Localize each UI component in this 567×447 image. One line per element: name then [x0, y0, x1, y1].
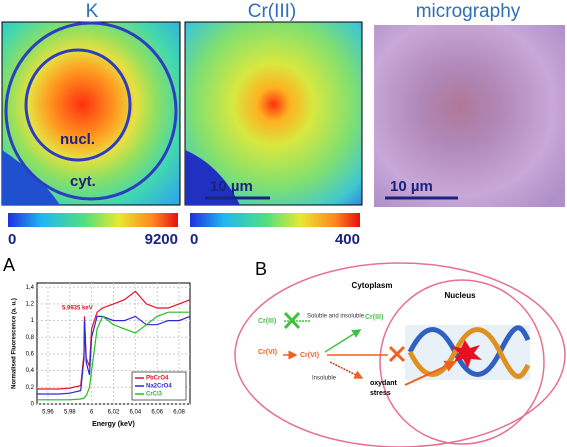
colorbar-label: 9200 [145, 231, 178, 248]
arrow [404, 360, 457, 386]
colorbar-label: 0 [190, 231, 198, 248]
x-tick-label: 6,06 [151, 410, 163, 416]
micrograph [374, 25, 565, 207]
diagram-label: stress [370, 390, 391, 397]
y-tick-label: 0 [31, 402, 35, 408]
x-tick-label: 5,98 [64, 410, 76, 416]
map-title: micrography [416, 1, 521, 22]
scale-label: 10 µm [210, 178, 253, 195]
legend-label: PbCrO4 [146, 376, 169, 382]
nucleus-outline [379, 279, 545, 445]
panel-label: B [255, 259, 267, 279]
damage [451, 340, 482, 368]
x-tick-label: 6 [90, 410, 94, 416]
series-line [37, 311, 190, 401]
y-tick-label: 1,2 [26, 301, 35, 307]
map-title: Cr(III) [248, 1, 297, 22]
x-axis-label: Energy (keV) [92, 421, 135, 428]
y-tick-label: 0,4 [26, 368, 35, 374]
y-tick-label: 0,6 [26, 352, 35, 358]
map-edge [2, 150, 60, 205]
colorbar-label: 400 [335, 231, 360, 248]
cyt-outline [4, 21, 178, 201]
x-tick-label: 6,02 [108, 410, 120, 416]
map-label: cyt. [70, 173, 96, 190]
cell-outline [234, 262, 566, 447]
species: Cr(III) [258, 318, 276, 325]
dna-strand [407, 325, 531, 377]
y-axis-label: Normalised Fluorescence (a. u.) [12, 298, 18, 389]
legend-label: CrCl3 [146, 392, 163, 398]
nucl-outline [24, 48, 132, 162]
colorbar-label: 0 [8, 231, 16, 248]
colorbar [190, 213, 360, 227]
diagram-label: Nucleus [444, 291, 476, 300]
map-edge [185, 150, 240, 205]
block [388, 345, 406, 363]
diagram-label: oxydant [370, 380, 398, 387]
dna-strand [407, 327, 531, 379]
map-label: nucl. [60, 131, 95, 148]
x-tick-label: 6,08 [173, 410, 185, 416]
block [283, 311, 301, 330]
chart: 5,96 5,98 6 6,02 6,04 6,06 6,08 0 0,2 0,4 0,6 0,8 1 1… [12, 282, 191, 428]
series-line [37, 315, 191, 395]
species: Cr(III) [365, 314, 383, 321]
series-line [37, 290, 191, 390]
diagram-label: Cytoplasm [352, 281, 393, 290]
scale-label: 10 µm [390, 178, 433, 195]
y-tick-label: 1 [31, 318, 35, 324]
panel-label: A [3, 255, 15, 275]
x-tick-label: 5,96 [42, 410, 54, 416]
map-title: K [86, 1, 99, 22]
species: Cr(VI) [258, 349, 277, 356]
species: Cr(VI) [300, 352, 319, 359]
x-tick-label: 6,04 [130, 410, 142, 416]
diagram-label: Soluble and insoluble [307, 314, 365, 320]
y-tick-label: 0,2 [26, 385, 35, 391]
colorbar [8, 213, 178, 227]
arrow [324, 329, 362, 353]
annotation: 5.9935 keV [62, 306, 93, 312]
legend-label: Na2CrO4 [146, 384, 172, 390]
y-tick-label: 0,8 [26, 335, 35, 341]
diagram-label: Insoluble [312, 376, 337, 382]
y-tick-label: 1,4 [26, 285, 35, 291]
